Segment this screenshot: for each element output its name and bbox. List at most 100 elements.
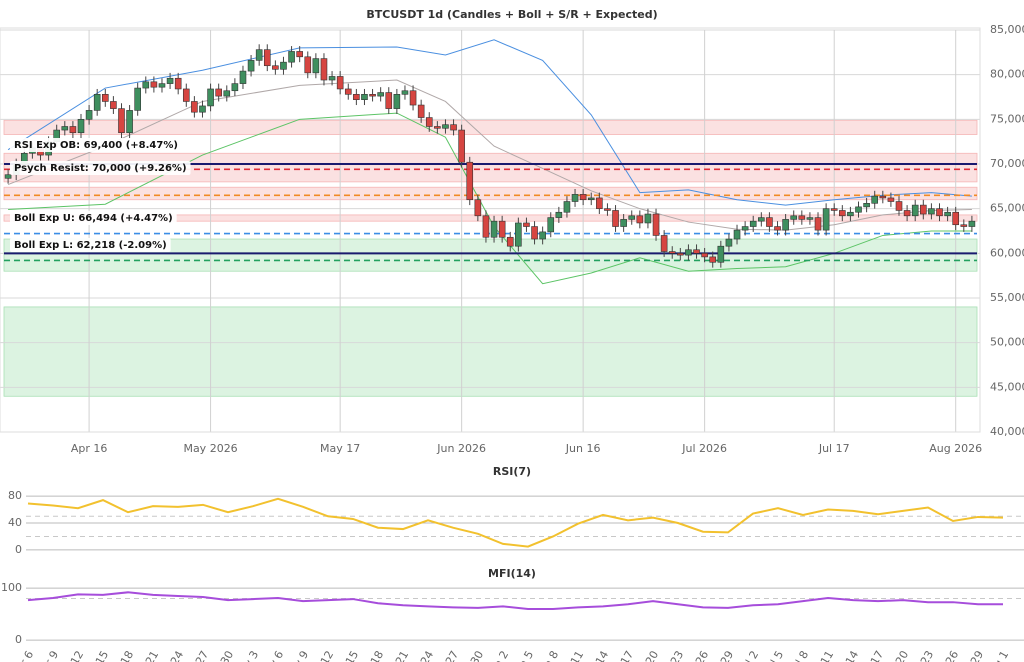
candle-body <box>879 195 887 199</box>
y-tick-label: 70,000 <box>990 157 1024 170</box>
candle-body <box>928 208 935 215</box>
candle-body <box>450 124 457 131</box>
x-tick-label: Apr 16 <box>71 442 108 455</box>
x-tick-label: Jul 17 <box>818 442 850 455</box>
y-tick-label: 85,000 <box>990 23 1024 36</box>
x-tick-label: Jul 17 <box>859 648 886 662</box>
candle-body <box>612 210 619 227</box>
level-label: Boll Exp L: 62,218 (-2.09%) <box>10 238 171 252</box>
candle-body <box>652 213 660 236</box>
candle-body <box>571 194 579 202</box>
candle-body <box>952 211 960 226</box>
x-tick-label: May 17 <box>320 442 360 455</box>
x-tick-label: Jun 2 <box>486 649 512 662</box>
candle-body <box>733 229 741 240</box>
candle-body <box>531 226 538 240</box>
candle-body <box>174 77 182 90</box>
candle-body <box>353 94 360 100</box>
candle-body <box>555 211 563 218</box>
zone <box>3 306 978 397</box>
candle-body <box>693 249 700 254</box>
candle-body <box>93 94 101 111</box>
x-tick-label: Jun 20 <box>632 649 661 662</box>
candle-body <box>393 94 401 109</box>
x-tick-label: Apr 24 <box>157 649 187 662</box>
candle-body <box>77 119 85 134</box>
x-tick-label: Jun 16 <box>565 442 601 455</box>
x-tick-label: Jun 5 <box>511 649 537 662</box>
candle-body <box>263 49 271 67</box>
y-tick-label: 65,000 <box>990 202 1024 215</box>
bollinger-band <box>7 79 972 231</box>
y-tick-label: 45,000 <box>990 380 1024 393</box>
candle-body <box>336 76 344 90</box>
candle-body <box>498 220 506 238</box>
level-label-box <box>10 211 177 225</box>
x-tick-label: Aug 2026 <box>929 442 982 455</box>
y-tick-label: 0 <box>15 543 22 556</box>
x-tick-label: Jul 20 <box>884 648 911 662</box>
candle-body <box>668 251 676 254</box>
candle-body <box>101 94 109 102</box>
x-tick-label: Apr 9 <box>35 649 61 662</box>
candle-body <box>749 220 757 227</box>
candle-body <box>231 83 239 92</box>
y-tick-label: 55,000 <box>990 291 1024 304</box>
candle-body <box>182 88 190 102</box>
candle-body <box>166 77 174 84</box>
candle-body <box>871 195 879 204</box>
y-tick-label: 0 <box>15 633 22 646</box>
candle-body <box>361 94 368 100</box>
candle-body <box>85 110 93 120</box>
candle-body <box>887 197 895 202</box>
candle-body <box>409 90 417 106</box>
candle-body <box>790 215 798 220</box>
x-tick-label: May 9 <box>283 649 311 662</box>
x-tick-label: May 3 <box>233 649 261 662</box>
y-tick-label: 75,000 <box>990 112 1024 125</box>
x-tick-label: Apr 27 <box>182 649 212 662</box>
candle-body <box>134 87 141 111</box>
indicator-line <box>27 497 1004 548</box>
candle-body <box>741 226 749 231</box>
candle-body <box>150 81 158 88</box>
candle-body <box>822 208 830 231</box>
candle-body <box>280 61 287 70</box>
candle-body <box>604 208 611 211</box>
x-tick-label: Apr 18 <box>107 649 137 662</box>
candle-body <box>903 210 911 217</box>
candle-body <box>960 224 968 227</box>
x-tick-label: Jul 23 <box>909 648 936 662</box>
x-tick-label: Apr 30 <box>207 649 237 662</box>
x-tick-label: Jun 8 <box>536 649 562 662</box>
candle-body <box>425 117 433 127</box>
candle-body <box>482 215 490 238</box>
indicator-line <box>27 591 1003 610</box>
x-tick-label: Jul 29 <box>959 648 986 662</box>
candle-body <box>644 213 652 224</box>
level-label-box <box>10 138 182 152</box>
candle-body <box>458 129 465 163</box>
candle-body <box>895 201 903 211</box>
level-label: RSI Exp OB: 69,400 (+8.47%) <box>10 138 182 152</box>
level-label-box <box>10 238 171 252</box>
candle-body <box>758 217 765 222</box>
candle-body <box>239 70 247 84</box>
candle-body <box>620 219 627 227</box>
candle-body <box>506 236 514 247</box>
x-tick-label: Jul 8 <box>788 649 812 662</box>
candle-body <box>855 206 862 213</box>
bollinger-band <box>8 112 972 285</box>
candle-body <box>191 101 198 113</box>
candle-body <box>142 81 150 89</box>
level-label: Psych Resist: 70,000 (+9.26%) <box>10 161 191 175</box>
x-tick-label: Jun 26 <box>682 649 711 662</box>
candle-body <box>596 197 603 209</box>
candle-body <box>474 199 482 217</box>
candle-body <box>830 208 838 211</box>
plot-frame <box>0 27 981 433</box>
candle-body <box>863 203 870 208</box>
candle-body <box>118 108 125 134</box>
candle-body <box>766 217 773 227</box>
